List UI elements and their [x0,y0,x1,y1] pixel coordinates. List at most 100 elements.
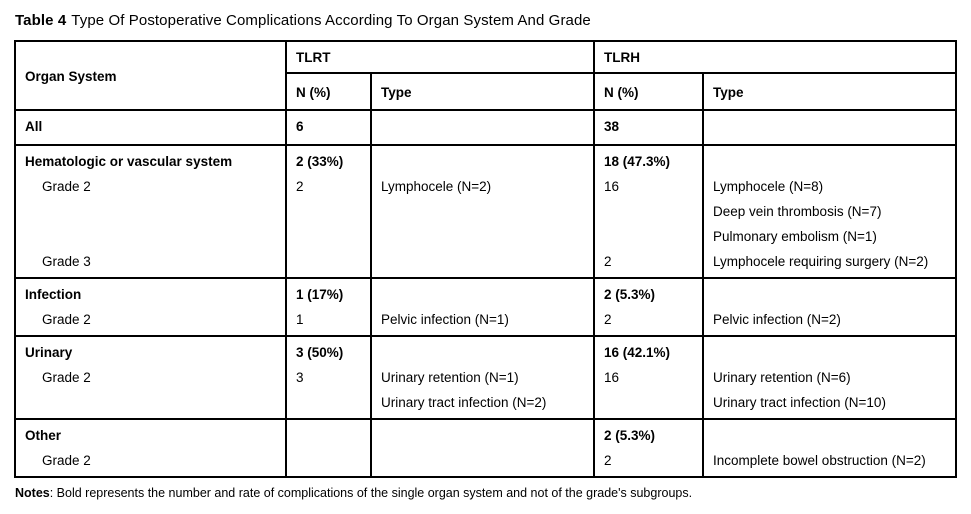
col-header-tlrt: TLRT [285,40,595,74]
cell-line: Pelvic infection (N=1) [381,312,509,327]
cell-line: Pulmonary embolism (N=1) [713,229,877,244]
cell-line: 2 [604,312,612,327]
cell-tlrt-n: 6 [285,109,372,146]
cell-line: Pelvic infection (N=2) [713,312,841,327]
cell-tlrh-n: 38 [593,109,704,146]
cell-line: Other [25,428,62,443]
cell-tlrh-type: Urinary retention (N=6) Urinary tract inf… [702,335,957,420]
cell-tlrt-type: Lymphocele (N=2) [370,144,595,279]
cell-line: 2 [604,453,612,468]
cell-organ-system: Hematologic or vascular system Grade 2 Gr… [14,144,287,279]
cell-line [381,340,584,365]
cell-tlrt-n: 2 (33%) 2 [285,144,372,279]
cell-line [296,249,361,274]
col-header-tlrh-n: N (%) [593,72,704,111]
cell-line: 2 (33%) [296,154,344,169]
cell-line: 16 (42.1%) [604,345,671,360]
cell-line: Grade 3 [42,254,91,269]
cell-organ-system: All [14,109,287,146]
cell-tlrh-type: Lymphocele (N=8) Deep vein thrombosis (N=… [702,144,957,279]
cell-line: Urinary tract infection (N=10) [713,395,886,410]
cell-line [604,199,693,224]
table-caption-label: Table 4 [15,12,67,29]
cell-line: Incomplete bowel obstruction (N=2) [713,453,926,468]
cell-line [713,114,946,139]
cell-line: 1 [296,312,304,327]
cell-line [381,199,584,224]
cell-line [713,149,946,174]
cell-line [296,390,361,415]
cell-line: Hematologic or vascular system [25,154,233,169]
cell-line: Lymphocele (N=8) [713,179,824,194]
table-caption-text: Type Of Postoperative Complications Acco… [71,12,591,29]
cell-line [713,340,946,365]
cell-line: Urinary tract infection (N=2) [381,395,547,410]
cell-line: 18 (47.3%) [604,154,671,169]
cell-line: 16 [604,370,620,385]
col-header-tlrt-n: N (%) [285,72,372,111]
cell-line [713,282,946,307]
header-row-sub: N (%) Type N (%) Type [15,72,957,111]
cell-line: 6 [296,119,304,134]
cell-line [296,448,361,473]
cell-line: Urinary [25,345,73,360]
cell-tlrh-n: 16 (42.1%) 16 [593,335,704,420]
cell-line [25,224,276,249]
cell-tlrt-type [370,109,595,146]
table-notes-text: : Bold represents the number and rate of… [49,486,693,500]
table-notes: Notes: Bold represents the number and ra… [15,486,957,500]
cell-line [604,390,693,415]
section-row-other: Other Grade 2 2 (5.3%) 2 Incomplete bowel … [14,418,957,478]
col-header-tlrt-type: Type [370,72,595,111]
cell-tlrh-type: Pelvic infection (N=2) [702,277,957,337]
cell-tlrh-type [702,109,957,146]
cell-tlrh-n: 2 (5.3%) 2 [593,418,704,478]
cell-line: 1 (17%) [296,287,344,302]
table-caption: Table 4 Type Of Postoperative Complicatio… [15,12,957,29]
cell-line: Deep vein thrombosis (N=7) [713,204,882,219]
cell-organ-system: Infection Grade 2 [14,277,287,337]
cell-line [25,390,276,415]
cell-line [296,423,361,448]
cell-line: All [25,119,43,134]
cell-line [381,423,584,448]
cell-tlrt-type [370,418,595,478]
col-header-organ-system: Organ System [14,40,287,111]
cell-tlrt-type: Urinary retention (N=1) Urinary tract inf… [370,335,595,420]
complications-table: Organ System TLRT TLRH N (%) Type N (%) … [14,40,957,478]
cell-line: Grade 2 [42,179,91,194]
cell-line [381,224,584,249]
cell-tlrh-type: Incomplete bowel obstruction (N=2) [702,418,957,478]
section-row-hematologic-or-vascular-system: Hematologic or vascular system Grade 2 Gr… [14,144,957,279]
cell-tlrh-n: 18 (47.3%) 16 2 [593,144,704,279]
cell-line: 38 [604,119,620,134]
cell-tlrt-n: 3 (50%) 3 [285,335,372,420]
cell-line: Grade 2 [42,453,91,468]
cell-organ-system: Urinary Grade 2 [14,335,287,420]
header-row-groups: Organ System TLRT TLRH [14,40,957,111]
section-row-infection: Infection Grade 2 1 (17%) 1 Pelvic infectio… [14,277,957,337]
cell-tlrt-type: Pelvic infection (N=1) [370,277,595,337]
table-notes-label: Notes [15,486,50,500]
cell-line: 3 (50%) [296,345,344,360]
cell-line: Lymphocele (N=2) [381,179,492,194]
cell-line [381,282,584,307]
cell-line: Grade 2 [42,312,91,327]
cell-line: Urinary retention (N=6) [713,370,851,385]
section-row-urinary: Urinary Grade 2 3 (50%) 3 Urinary retentio… [14,335,957,420]
cell-line [381,114,584,139]
cell-line: 2 [604,254,612,269]
cell-line: Infection [25,287,82,302]
cell-tlrt-n: 1 (17%) 1 [285,277,372,337]
cell-line: 3 [296,370,304,385]
cell-line: 2 (5.3%) [604,287,656,302]
section-row-all: All 6 38 [14,109,957,146]
cell-line [296,199,361,224]
cell-tlrt-n [285,418,372,478]
cell-organ-system: Other Grade 2 [14,418,287,478]
cell-line: 16 [604,179,620,194]
cell-line [604,224,693,249]
cell-line [381,448,584,473]
cell-line [381,149,584,174]
